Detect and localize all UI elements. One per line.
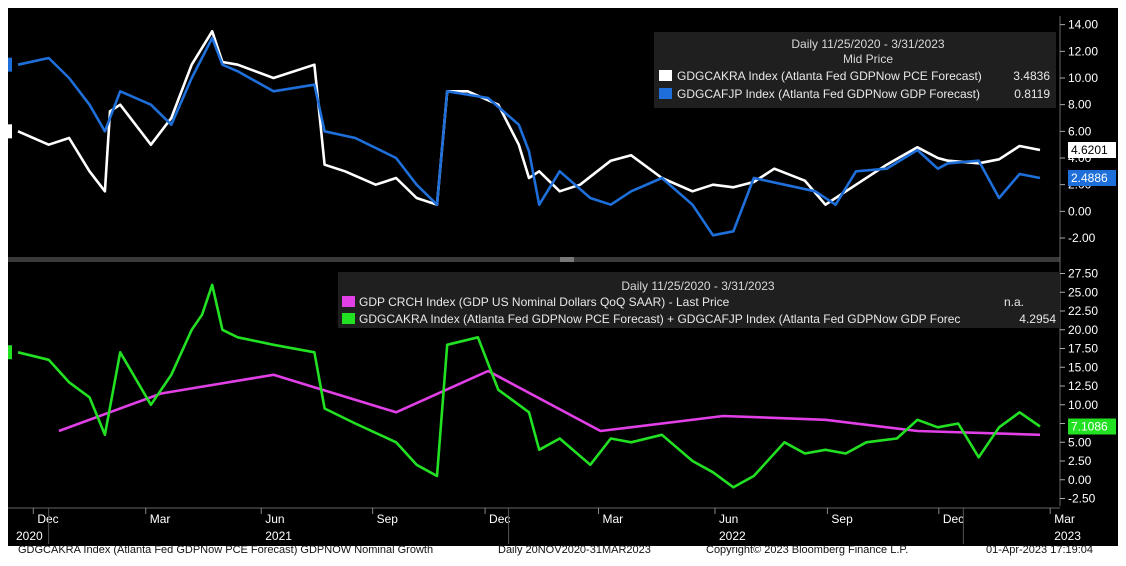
y-tick-label: 10.00 [1068,398,1098,412]
legend-swatch-pce [659,70,672,81]
last-value-tags: 4.6201 2.4886 7.1086 [8,57,1116,435]
series-line-gdgcafjp-index [17,36,1041,237]
bottom-legend-value-crch: n.a. [1004,295,1024,309]
x-tick-month: Sep [377,512,399,526]
x-tick-month: Dec [37,512,58,526]
y-tick-label: 8.00 [1068,98,1092,112]
last-value-tag: 4.6201 [1071,143,1108,157]
x-tick-year: 2021 [265,529,292,543]
y-tick-label: 14.00 [1068,18,1098,32]
x-tick-year: 2020 [16,529,43,543]
series-line-gdgcakra-index-gdgcafjp-index [17,283,1041,489]
x-tick-month: Mar [150,512,171,526]
series-line-gdp-crch-index [58,369,1041,437]
x-tick-month: Dec [489,512,510,526]
y-tick-label: -2.00 [1068,231,1096,245]
bottom-panel-series [17,283,1041,489]
top-legend-subheader: Mid Price [843,52,893,66]
last-value-tag-bg [1068,142,1116,158]
gdpnow-chart: 14.0012.0010.008.006.004.002.000.00-2.00… [8,8,1118,546]
first-value-marker [8,124,12,139]
top-legend-value-gdp: 0.8119 [1014,87,1050,101]
x-tick-month: Sep [831,512,853,526]
bottom-legend-item-sum: GDGCAKRA Index (Atlanta Fed GDPNow PCE F… [359,312,960,326]
panel-divider[interactable] [8,257,1060,262]
footer-copyright: Copyright© 2023 Bloomberg Finance L.P. [706,544,909,556]
y-tick-label: 12.50 [1068,379,1098,393]
legend-swatch-crch [342,296,355,307]
last-value-tag: 2.4886 [1071,171,1108,185]
top-legend-item-pce: GDGCAKRA Index (Atlanta Fed GDPNow PCE F… [677,69,982,83]
series-line-gdgcakra-index [17,29,1041,206]
top-panel-series [17,29,1041,237]
y-tick-label: 5.00 [1068,435,1092,449]
x-tick-month: Dec [943,512,964,526]
x-tick-month: Mar [1054,512,1075,526]
footer-range: Daily 20NOV2020-31MAR2023 [498,544,651,556]
y-tick-label: 0.00 [1068,204,1092,218]
y-tick-label: 12.00 [1068,44,1098,58]
y-tick-label: 2.50 [1068,454,1092,468]
y-tick-label: 0.00 [1068,473,1092,487]
x-axis: Dec 2020 Mar Jun 2021 Sep Dec Mar Jun 2022 Sep Dec M… [16,508,1081,544]
bottom-legend-item-crch: GDP CRCH Index (GDP US Nominal Dollars Q… [359,295,730,309]
x-tick-year: 2022 [719,529,746,543]
y-tick-label: 6.00 [1068,124,1092,138]
last-value-tag: 7.1086 [1071,420,1108,434]
y-tick-label: 17.50 [1068,342,1098,356]
x-tick-month: Jun [265,512,284,526]
bottom-panel-y-axis: 27.50 25.00 22.50 20.00 17.50 15.00 12.50 10.00… [1060,267,1098,506]
last-value-tag-bg [1068,170,1116,186]
first-value-marker [8,57,12,72]
top-legend-value-pce: 3.4836 [1013,69,1050,83]
footer-timestamp: 01-Apr-2023 17:19:04 [986,544,1094,556]
bottom-legend-value-sum: 4.2954 [1019,312,1056,326]
top-legend-item-gdp: GDGCAFJP Index (Atlanta Fed GDPNow GDP F… [677,87,980,101]
y-tick-label: 15.00 [1068,360,1098,374]
y-tick-label: -2.50 [1068,492,1096,506]
x-tick-year: 2023 [1054,529,1081,543]
legend-swatch-gdp [659,88,672,99]
y-tick-label: 20.00 [1068,323,1098,337]
footer-title: GDGCAKRA Index (Atlanta Fed GDPNow PCE F… [18,544,434,556]
last-value-tag-bg [1068,418,1116,435]
bottom-legend: Daily 11/25/2020 - 3/31/2023 GDP CRCH In… [338,272,1060,328]
legend-swatch-sum [342,313,355,324]
first-value-marker [8,345,12,360]
y-tick-label: 25.00 [1068,285,1098,299]
y-tick-label: 10.00 [1068,71,1098,85]
y-tick-label: 27.50 [1068,267,1098,281]
x-tick-month: Jun [719,512,738,526]
x-tick-month: Mar [602,512,623,526]
top-legend-header: Daily 11/25/2020 - 3/31/2023 [791,37,945,51]
bottom-legend-header: Daily 11/25/2020 - 3/31/2023 [621,279,775,293]
top-legend: Daily 11/25/2020 - 3/31/2023 Mid Price G… [654,32,1056,108]
y-tick-label: 22.50 [1068,304,1098,318]
